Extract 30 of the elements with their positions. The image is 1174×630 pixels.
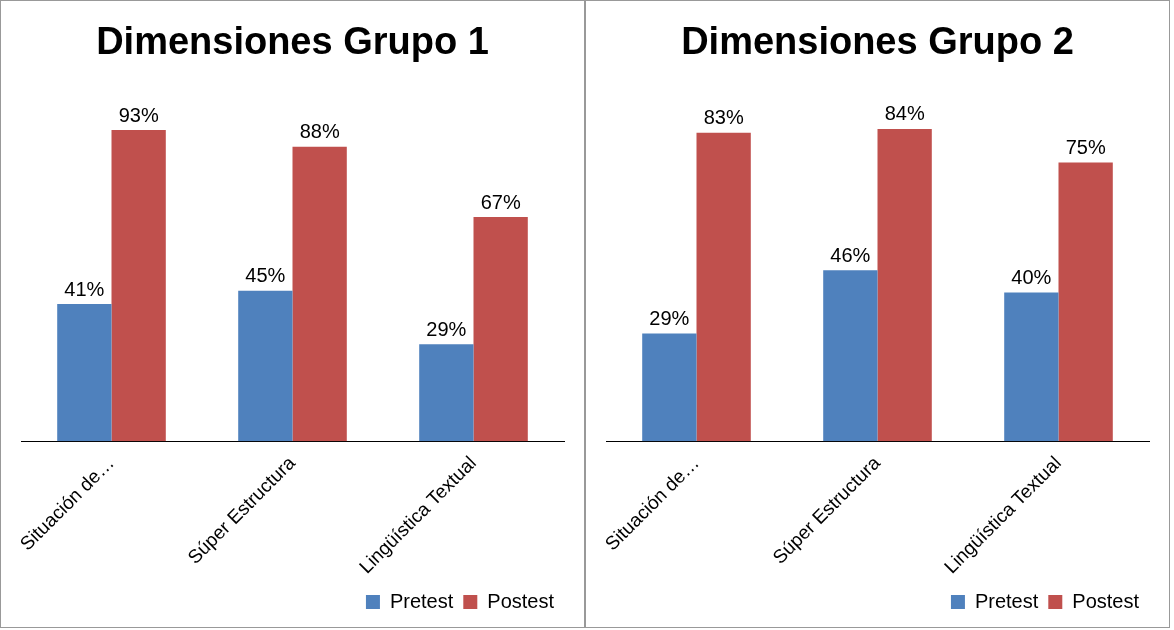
chart-title: Dimensiones Grupo 1 [96,20,489,63]
legend-label: Pretest [389,589,454,612]
data-label: 29% [649,307,690,329]
chart-title: Dimensiones Grupo 2 [681,20,1074,63]
data-label: 83% [703,106,744,129]
bar [419,344,474,442]
data-label: 40% [1011,266,1052,289]
bar [642,333,697,442]
bar [823,270,878,442]
data-label: 75% [1065,135,1106,158]
data-label: 84% [884,102,925,125]
legend-label: Postest [487,589,555,612]
data-label: 67% [480,190,521,213]
data-label: 29% [426,317,467,340]
bar [696,132,751,442]
bar [1004,292,1059,442]
bar [238,290,293,442]
bar [877,128,932,442]
bar [1058,162,1113,442]
bar [292,146,347,442]
bar [473,217,528,442]
legend-label: Postest [1072,589,1140,612]
bar [111,130,166,442]
data-label: 93% [118,103,159,126]
bar [57,304,112,442]
data-label: 45% [245,264,286,287]
data-label: 41% [64,277,105,300]
data-label: 88% [299,120,340,143]
legend-label: Pretest [974,589,1039,612]
data-label: 46% [830,243,871,266]
